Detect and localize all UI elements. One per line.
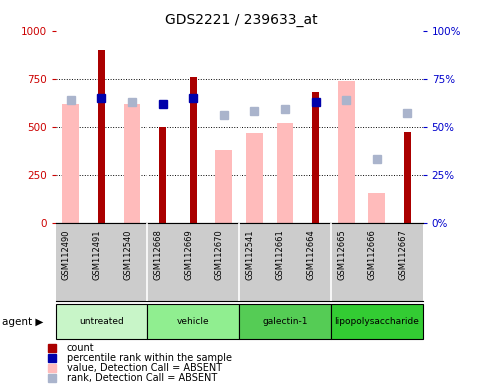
Bar: [404, 132, 411, 223]
Bar: [246, 134, 263, 223]
Bar: [277, 123, 293, 223]
Bar: [215, 150, 232, 223]
Text: count: count: [67, 343, 94, 353]
FancyBboxPatch shape: [147, 304, 239, 339]
Text: agent ▶: agent ▶: [2, 316, 44, 327]
Bar: [124, 104, 141, 223]
Text: GSM112665: GSM112665: [337, 229, 346, 280]
Text: untreated: untreated: [79, 317, 124, 326]
Text: GSM112667: GSM112667: [398, 229, 407, 280]
Text: GSM112666: GSM112666: [368, 229, 377, 280]
Text: GSM112664: GSM112664: [307, 229, 315, 280]
Bar: [190, 77, 197, 223]
Text: value, Detection Call = ABSENT: value, Detection Call = ABSENT: [67, 363, 222, 373]
Text: percentile rank within the sample: percentile rank within the sample: [67, 353, 232, 363]
FancyBboxPatch shape: [331, 304, 423, 339]
Text: vehicle: vehicle: [177, 317, 210, 326]
FancyBboxPatch shape: [239, 304, 331, 339]
FancyBboxPatch shape: [56, 304, 147, 339]
Text: GSM112491: GSM112491: [92, 229, 101, 280]
Bar: [312, 92, 319, 223]
Text: GSM112541: GSM112541: [245, 229, 255, 280]
Text: lipopolysaccharide: lipopolysaccharide: [334, 317, 419, 326]
Text: GSM112540: GSM112540: [123, 229, 132, 280]
Text: GSM112490: GSM112490: [62, 229, 71, 280]
Bar: [98, 50, 105, 223]
Text: galectin-1: galectin-1: [262, 317, 308, 326]
Text: GSM112668: GSM112668: [154, 229, 163, 280]
Bar: [338, 81, 355, 223]
Text: rank, Detection Call = ABSENT: rank, Detection Call = ABSENT: [67, 373, 217, 383]
Bar: [159, 127, 166, 223]
Text: GSM112661: GSM112661: [276, 229, 285, 280]
Bar: [62, 104, 79, 223]
Text: GSM112669: GSM112669: [184, 229, 193, 280]
Text: GDS2221 / 239633_at: GDS2221 / 239633_at: [165, 13, 318, 27]
Text: GSM112670: GSM112670: [215, 229, 224, 280]
Bar: [369, 193, 385, 223]
